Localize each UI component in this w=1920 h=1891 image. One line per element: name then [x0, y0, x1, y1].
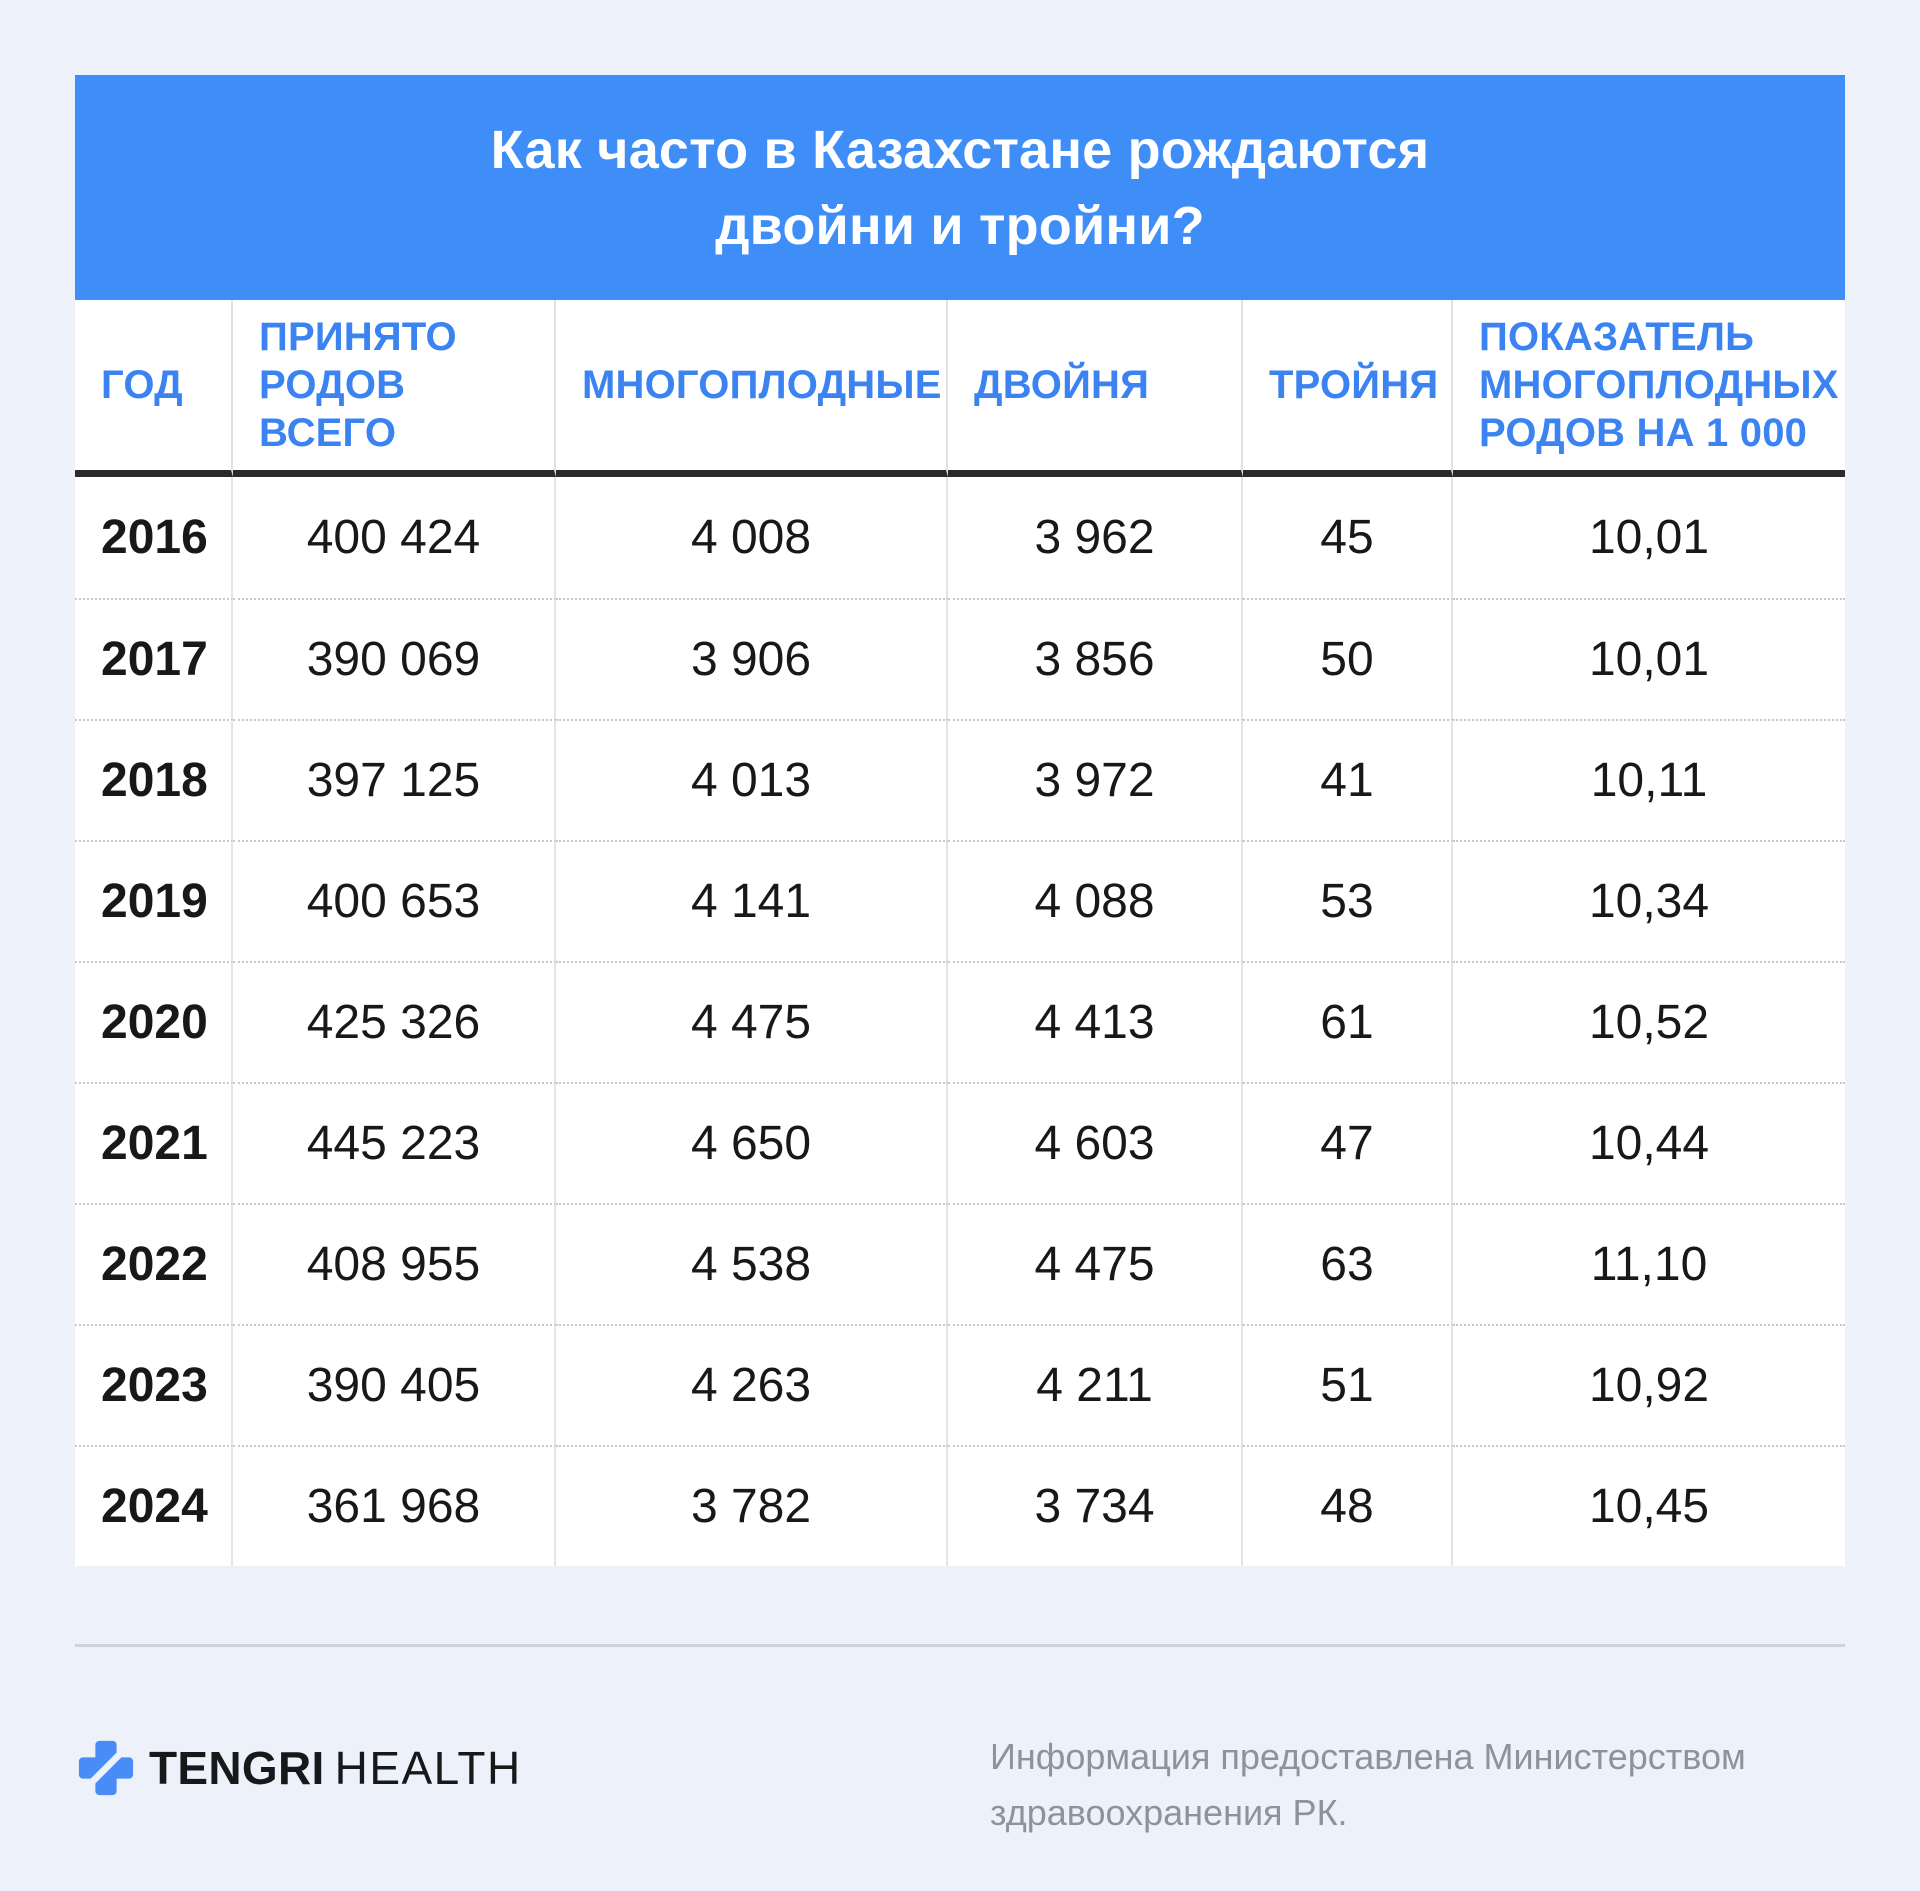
- value-cell: 400 653: [233, 840, 556, 961]
- value-cell: 10,11: [1453, 719, 1845, 840]
- value-cell: 408 955: [233, 1203, 556, 1324]
- table-row: 2023 390 405 4 263 4 211 51 10,92: [75, 1324, 1845, 1445]
- value-cell: 50: [1243, 598, 1453, 719]
- value-cell: 3 906: [556, 598, 948, 719]
- year-cell: 2024: [75, 1445, 233, 1566]
- source-note: Информация предоставлена Министерством з…: [990, 1729, 1746, 1841]
- value-cell: 4 475: [948, 1203, 1243, 1324]
- value-cell: 10,44: [1453, 1082, 1845, 1203]
- value-cell: 4 263: [556, 1324, 948, 1445]
- year-cell: 2018: [75, 719, 233, 840]
- logo-brand-suffix: HEALTH: [334, 1742, 522, 1794]
- year-cell: 2020: [75, 961, 233, 1082]
- value-cell: 10,01: [1588, 511, 1710, 564]
- value-cell: 4 013: [556, 719, 948, 840]
- table-row: 2021 445 223 4 650 4 603 47 10,44: [75, 1082, 1845, 1203]
- table-row: 2024 361 968 3 782 3 734 48 10,45: [75, 1445, 1845, 1566]
- infographic-sheet: Как часто в Казахстане рождаются двойни …: [75, 75, 1845, 1833]
- value-cell: 10,45: [1453, 1445, 1845, 1566]
- value-cell: 390 069: [233, 598, 556, 719]
- footer: TENGRI HEALTH Информация предоставлена Ми…: [75, 1736, 1845, 1833]
- value-cell: 4 603: [948, 1082, 1243, 1203]
- title-banner: Как часто в Казахстане рождаются двойни …: [75, 75, 1845, 300]
- col-header-multiple-births: МНОГОПЛОДНЫЕ: [556, 300, 948, 477]
- tengri-health-cross-icon: [77, 1739, 135, 1797]
- value-cell: 51: [1243, 1324, 1453, 1445]
- value-cell: 4 475: [556, 961, 948, 1082]
- page-title-line-1: Как часто в Казахстане рождаются: [490, 119, 1430, 180]
- year-cell: 2016: [75, 477, 233, 598]
- table-row: 2017 390 069 3 906 3 856 50 10,01: [75, 598, 1845, 719]
- value-cell: 3 972: [948, 719, 1243, 840]
- value-cell: 41: [1243, 719, 1453, 840]
- value-cell: 53: [1243, 840, 1453, 961]
- source-note-line-1: Информация предоставлена Министерством: [990, 1736, 1746, 1777]
- table-row: 2022 408 955 4 538 4 475 63 11,10: [75, 1203, 1845, 1324]
- table-row: 2018 397 125 4 013 3 972 41 10,11: [75, 719, 1845, 840]
- births-table: ГОД ПРИНЯТО РОДОВ ВСЕГО МНОГОПЛОДНЫЕ ДВО…: [75, 300, 1845, 1566]
- value-cell: 10,52: [1453, 961, 1845, 1082]
- logo-wordmark: TENGRI HEALTH: [149, 1741, 522, 1795]
- col-header-rate-per-1000: ПОКАЗАТЕЛЬ МНОГОПЛОДНЫХ РОДОВ НА 1 000: [1453, 300, 1845, 477]
- source-note-line-2: здравоохранения РК.: [990, 1792, 1348, 1833]
- value-cell: 4 538: [556, 1203, 948, 1324]
- value-cell: 361 968: [233, 1445, 556, 1566]
- value-cell: 45: [1243, 477, 1453, 598]
- footer-divider: [75, 1644, 1845, 1647]
- value-cell: 4 211: [948, 1324, 1243, 1445]
- value-cell: 4 088: [948, 840, 1243, 961]
- table-header-row: ГОД ПРИНЯТО РОДОВ ВСЕГО МНОГОПЛОДНЫЕ ДВО…: [75, 300, 1845, 477]
- value-cell: 63: [1243, 1203, 1453, 1324]
- col-header-year: ГОД: [75, 300, 233, 477]
- col-header-triplets: ТРОЙНЯ: [1243, 300, 1453, 477]
- table-row: 2016 400 424 4 008 3 962 45 10,01: [75, 477, 1845, 598]
- col-header-twins: ДВОЙНЯ: [948, 300, 1243, 477]
- value-cell: 3 782: [556, 1445, 948, 1566]
- value-cell: 445 223: [233, 1082, 556, 1203]
- page-title-line-2: двойни и тройни?: [715, 195, 1205, 256]
- value-cell: 4 141: [556, 840, 948, 961]
- value-cell: 4 008: [556, 477, 948, 598]
- value-cell: 390 405: [233, 1324, 556, 1445]
- value-cell: 10,01: [1453, 598, 1845, 719]
- value-cell: 4 650: [556, 1082, 948, 1203]
- year-cell: 2017: [75, 598, 233, 719]
- value-cell: 397 125: [233, 719, 556, 840]
- value-cell: 400 424: [233, 477, 556, 598]
- value-cell: 3 856: [948, 598, 1243, 719]
- table-row: 2020 425 326 4 475 4 413 61 10,52: [75, 961, 1845, 1082]
- year-cell: 2023: [75, 1324, 233, 1445]
- value-cell: 10,92: [1453, 1324, 1845, 1445]
- tengri-health-logo: TENGRI HEALTH: [77, 1739, 522, 1797]
- col-header-total-births: ПРИНЯТО РОДОВ ВСЕГО: [233, 300, 556, 477]
- value-cell: 10,34: [1453, 840, 1845, 961]
- value-cell: 3 962: [948, 477, 1243, 598]
- year-cell: 2021: [75, 1082, 233, 1203]
- value-cell: 11,10: [1453, 1203, 1845, 1324]
- value-cell: 425 326: [233, 961, 556, 1082]
- value-cell: 48: [1243, 1445, 1453, 1566]
- value-cell: 3 734: [948, 1445, 1243, 1566]
- value-cell: 47: [1243, 1082, 1453, 1203]
- value-cell: 4 413: [948, 961, 1243, 1082]
- value-cell: 61: [1243, 961, 1453, 1082]
- table-row: 2019 400 653 4 141 4 088 53 10,34: [75, 840, 1845, 961]
- year-cell: 2019: [75, 840, 233, 961]
- year-cell: 2022: [75, 1203, 233, 1324]
- logo-brand-name: TENGRI: [149, 1742, 325, 1794]
